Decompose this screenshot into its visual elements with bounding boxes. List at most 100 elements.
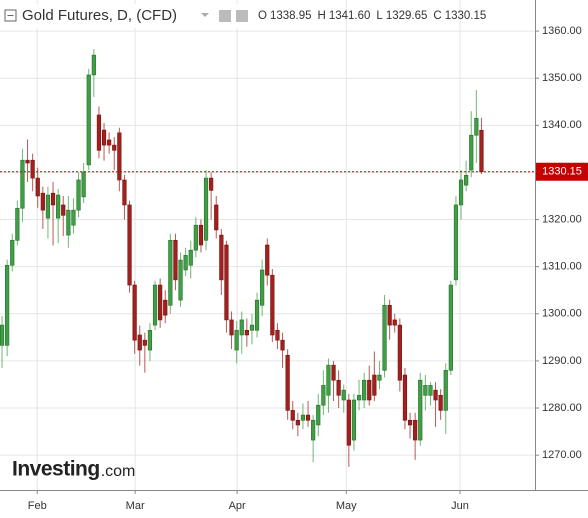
candle-body xyxy=(377,374,382,381)
ohlc-value: 1338.95 xyxy=(270,10,312,22)
y-tick-label: 1280.00 xyxy=(542,402,582,414)
dropdown-arrow[interactable] xyxy=(201,13,209,17)
candle-body xyxy=(76,179,81,211)
candle-body xyxy=(305,414,311,421)
candle-body xyxy=(326,364,331,396)
candle-body xyxy=(433,389,438,401)
axes: 1270.00 1280.00 1290.00 1300.00 1310.00 1320.… xyxy=(28,25,588,512)
candle-body xyxy=(464,174,469,186)
candle-body xyxy=(173,239,178,281)
candle-body xyxy=(316,404,321,426)
x-tick-label: Feb xyxy=(28,500,47,512)
candle-body xyxy=(158,284,163,321)
ohlc-key: O xyxy=(258,10,267,22)
candle-body xyxy=(387,305,392,326)
x-tick-label: May xyxy=(336,500,357,512)
candle-body xyxy=(341,389,346,401)
ohlc-key: H xyxy=(318,10,326,22)
ohlc-key: C xyxy=(433,10,441,22)
candle-body xyxy=(249,324,255,331)
ohlc-key: L xyxy=(376,10,383,22)
x-tick-label: Jun xyxy=(451,500,469,512)
candle-body xyxy=(66,209,71,236)
y-tick-label: 1270.00 xyxy=(542,449,582,461)
y-tick-label: 1290.00 xyxy=(542,355,582,367)
candle-body xyxy=(15,207,20,241)
candle-body xyxy=(163,299,168,316)
candle-body xyxy=(346,399,351,446)
candle-body xyxy=(107,139,112,146)
candle-body xyxy=(392,319,397,326)
candle-body xyxy=(45,194,51,219)
candle-body xyxy=(275,329,280,341)
candles xyxy=(0,49,535,467)
candle-body xyxy=(20,159,25,209)
candle-body xyxy=(351,399,357,441)
candle-body xyxy=(152,284,158,326)
candle-body xyxy=(122,179,127,206)
candle-body xyxy=(453,204,459,281)
y-tick-label: 1360.00 xyxy=(542,25,582,37)
candle-body xyxy=(402,374,408,421)
candle-body xyxy=(96,114,102,151)
candle-body xyxy=(397,324,402,381)
candle-body xyxy=(35,177,40,197)
candle-body xyxy=(168,239,173,306)
candle-body xyxy=(428,385,433,396)
candle-body xyxy=(214,204,219,231)
candle-body xyxy=(61,204,66,216)
candle-body xyxy=(336,379,341,396)
candle-body xyxy=(474,117,479,136)
candle-body xyxy=(367,379,372,401)
candle-body xyxy=(147,329,153,351)
candle-body xyxy=(438,394,443,411)
candle-body xyxy=(458,179,464,206)
candle-body xyxy=(209,177,214,191)
x-tick-label: Apr xyxy=(229,500,246,512)
candle-body xyxy=(101,129,107,146)
candle-body xyxy=(270,274,275,336)
candle-body xyxy=(0,324,5,346)
candle-body xyxy=(178,259,183,301)
y-tick-label: 1310.00 xyxy=(542,261,582,273)
candle-body xyxy=(30,159,35,179)
candle-body xyxy=(362,379,367,401)
chart-title: Gold Futures, D, (CFD) xyxy=(22,7,177,24)
candle-body xyxy=(244,329,249,336)
candle-body xyxy=(407,419,413,426)
candle-body xyxy=(479,129,484,173)
candle-body xyxy=(295,419,300,426)
hide-icon[interactable] xyxy=(236,10,248,22)
y-tick-label: 1340.00 xyxy=(542,119,582,131)
candle-body xyxy=(56,194,61,219)
ohlc-header: O 1338.95 H 1341.60 L 1329.65 C 1330.15 xyxy=(258,10,486,22)
candle-body xyxy=(81,171,86,198)
candle-body xyxy=(71,209,76,226)
y-tick-label: 1320.00 xyxy=(542,213,582,225)
header-bg xyxy=(0,4,340,28)
candle-body xyxy=(183,255,188,271)
candle-body xyxy=(443,370,448,411)
settings-icon[interactable] xyxy=(219,10,231,22)
candle-body xyxy=(234,329,239,351)
candle-body xyxy=(321,385,326,406)
candle-body xyxy=(193,224,198,251)
candle-body xyxy=(413,419,418,441)
candle-body xyxy=(372,374,377,396)
candle-body xyxy=(265,244,270,276)
candle-body xyxy=(198,224,204,246)
candle-body xyxy=(25,159,30,164)
candle-body xyxy=(423,385,428,396)
ohlc-value: 1330.15 xyxy=(445,10,487,22)
logo: Investing .com xyxy=(12,458,135,481)
candle-body xyxy=(290,410,295,421)
candle-body xyxy=(127,204,132,286)
candle-body xyxy=(50,192,56,206)
candle-body xyxy=(188,249,193,266)
candle-body xyxy=(418,379,423,441)
candle-body xyxy=(86,74,91,166)
candle-body xyxy=(5,264,10,346)
candle-body xyxy=(142,339,147,346)
price-tag-label: 1330.15 xyxy=(542,166,582,178)
logo-main: Investing xyxy=(12,458,100,481)
